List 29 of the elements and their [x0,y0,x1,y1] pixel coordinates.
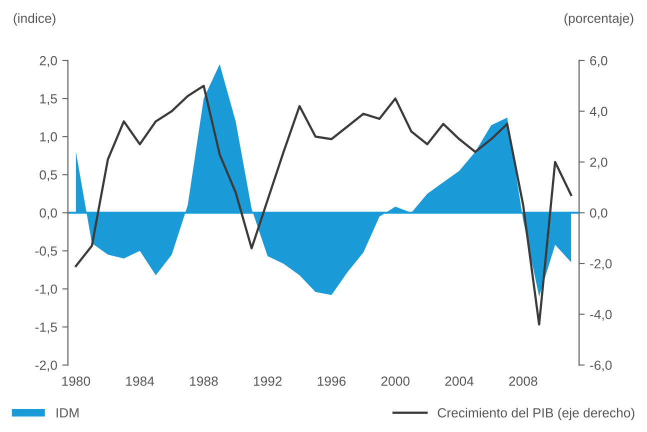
y-tick-label: -1,0 [35,284,58,296]
y-tick-label: 0,5 [40,170,57,182]
y-tick-label: -0,5 [35,246,57,258]
line-series [74,84,572,326]
x-tick-label: 1980 [62,376,90,386]
y2-tick-label: -2,0 [590,259,612,270]
y2-tick-label: 2,0 [590,158,608,168]
x-tick-label: 1996 [318,376,346,386]
x-tick-label: 1988 [190,376,218,386]
y2-tick-label: -6,0 [590,360,612,372]
y2-axis-title: (porcentaje) [564,13,634,26]
y-tick-label: 2,0 [40,56,58,67]
y2-tick-label: 6,0 [590,56,608,67]
x-tick-label: 2000 [381,376,410,386]
y2-tick-label: -4,0 [590,310,612,321]
x-tick-label: 2004 [445,376,474,386]
y-tick-label: -1,5 [35,322,57,334]
legend-label: IDM [56,408,79,418]
x-tick-label: 1992 [254,376,282,386]
legend-label: Crecimiento del PIB (eje derecho) [438,408,634,420]
y-tick-label: -2,0 [35,360,58,372]
x-tick-label: 1984 [126,376,154,386]
y-axis-title: (indice) [14,13,56,26]
y2-tick-label: 0,0 [590,208,608,220]
y-tick-label: 0,0 [40,208,58,220]
x-tick-label: 2008 [509,376,538,386]
y-tick-label: 1,5 [40,94,57,106]
y-tick-label: 1,0 [40,132,58,144]
y2-tick-label: 4,0 [590,106,608,118]
